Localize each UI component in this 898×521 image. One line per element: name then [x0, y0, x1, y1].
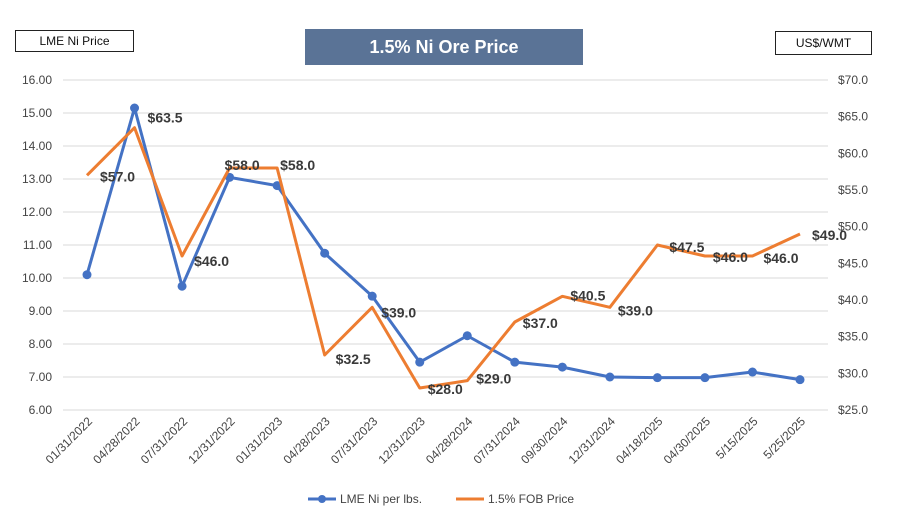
y-right-tick-label: $55.0 — [838, 183, 868, 197]
x-tick-label: 12/31/2024 — [566, 414, 619, 467]
data-point-lme-ni — [795, 375, 805, 385]
x-tick-label: 04/28/2022 — [90, 414, 143, 467]
data-label-fob-price: $40.5 — [570, 287, 605, 303]
data-point-lme-ni — [320, 248, 330, 258]
data-label-fob-price: $49.0 — [812, 227, 847, 243]
data-point-lme-ni — [700, 373, 710, 383]
data-label-fob-price: $57.0 — [100, 168, 135, 184]
data-point-lme-ni — [82, 270, 92, 280]
data-label-fob-price: $58.0 — [280, 157, 315, 173]
series-line-fob-price — [85, 126, 801, 390]
data-point-lme-ni — [747, 367, 757, 377]
data-label-fob-price: $29.0 — [476, 371, 511, 387]
y-left-tick-label: 11.00 — [23, 238, 52, 252]
right-axis-title-box: US$/WMT — [775, 31, 872, 55]
chart-title-box: 1.5% Ni Ore Price — [305, 29, 583, 65]
data-point-lme-ni — [510, 357, 520, 367]
x-tick-label: 04/30/2025 — [661, 414, 714, 467]
data-point-lme-ni — [272, 181, 282, 191]
data-point-lme-ni — [130, 103, 140, 113]
y-right-tick-label: $50.0 — [838, 220, 868, 234]
data-point-lme-ni — [367, 291, 377, 301]
y-left-tick-label: 7.00 — [29, 370, 53, 384]
y-right-tick-label: $35.0 — [838, 330, 868, 344]
data-label-fob-price: $58.0 — [225, 157, 260, 173]
data-label-fob-price: $63.5 — [148, 110, 183, 126]
x-tick-label: 07/31/2022 — [138, 414, 191, 467]
data-point-lme-ni — [177, 281, 187, 291]
x-tick-label: 5/15/2025 — [713, 414, 761, 462]
y-left-tick-label: 6.00 — [29, 403, 53, 417]
data-label-fob-price: $47.5 — [669, 239, 704, 255]
x-tick-label: 12/31/2022 — [185, 414, 238, 467]
x-tick-label: 5/25/2025 — [760, 414, 808, 462]
y-right-tick-label: $60.0 — [838, 146, 868, 160]
y-right-tick-label: $70.0 — [838, 73, 868, 87]
chart-title: 1.5% Ni Ore Price — [369, 36, 519, 57]
y-right-tick-label: $45.0 — [838, 256, 868, 270]
data-label-fob-price: $32.5 — [336, 351, 371, 367]
legend-label-fob-price: 1.5% FOB Price — [488, 492, 574, 506]
y-left-tick-label: 12.00 — [22, 205, 52, 219]
data-label-fob-price: $39.0 — [618, 302, 653, 318]
data-label-fob-price: $28.0 — [428, 381, 463, 397]
right-axis-title: US$/WMT — [795, 36, 852, 50]
left-axis-title: LME Ni Price — [39, 34, 110, 48]
x-tick-label: 09/30/2024 — [518, 414, 571, 467]
x-tick-label: 12/31/2023 — [375, 414, 428, 467]
data-label-fob-price: $46.0 — [763, 250, 798, 266]
y-left-tick-label: 8.00 — [29, 337, 53, 351]
x-tick-label: 04/28/2023 — [280, 414, 333, 467]
x-tick-label: 04/18/2025 — [613, 414, 666, 467]
data-point-lme-ni — [415, 357, 425, 367]
data-point-lme-ni — [557, 362, 567, 372]
y-left-tick-label: 15.00 — [22, 106, 52, 120]
data-label-fob-price: $37.0 — [523, 315, 558, 331]
y-right-tick-label: $30.0 — [838, 366, 868, 380]
y-left-tick-label: 10.00 — [22, 271, 52, 285]
series-line-lme-ni — [85, 106, 801, 382]
left-axis-title-box: LME Ni Price — [15, 30, 134, 52]
y-right-tick-label: $40.0 — [838, 293, 868, 307]
y-right-tick-label: $65.0 — [838, 110, 868, 124]
legend-marker-lme-ni — [318, 495, 326, 503]
data-label-fob-price: $46.0 — [713, 249, 748, 265]
data-point-lme-ni — [462, 331, 472, 341]
data-point-lme-ni — [652, 373, 662, 383]
legend-label-lme-ni: LME Ni per lbs. — [340, 492, 422, 506]
x-tick-label: 07/31/2023 — [328, 414, 381, 467]
y-left-tick-label: 13.00 — [22, 172, 52, 186]
y-left-tick-label: 16.00 — [22, 73, 52, 87]
data-point-lme-ni — [605, 372, 615, 382]
x-tick-label: 01/31/2023 — [233, 414, 286, 467]
x-tick-label: 07/31/2024 — [471, 414, 524, 467]
y-left-tick-label: 14.00 — [22, 139, 52, 153]
data-label-fob-price: $46.0 — [194, 253, 229, 269]
x-tick-label: 04/28/2024 — [423, 414, 476, 467]
data-label-fob-price: $39.0 — [381, 304, 416, 320]
y-left-tick-label: 9.00 — [29, 304, 53, 318]
y-right-tick-label: $25.0 — [838, 403, 868, 417]
x-tick-label: 01/31/2022 — [43, 414, 96, 467]
